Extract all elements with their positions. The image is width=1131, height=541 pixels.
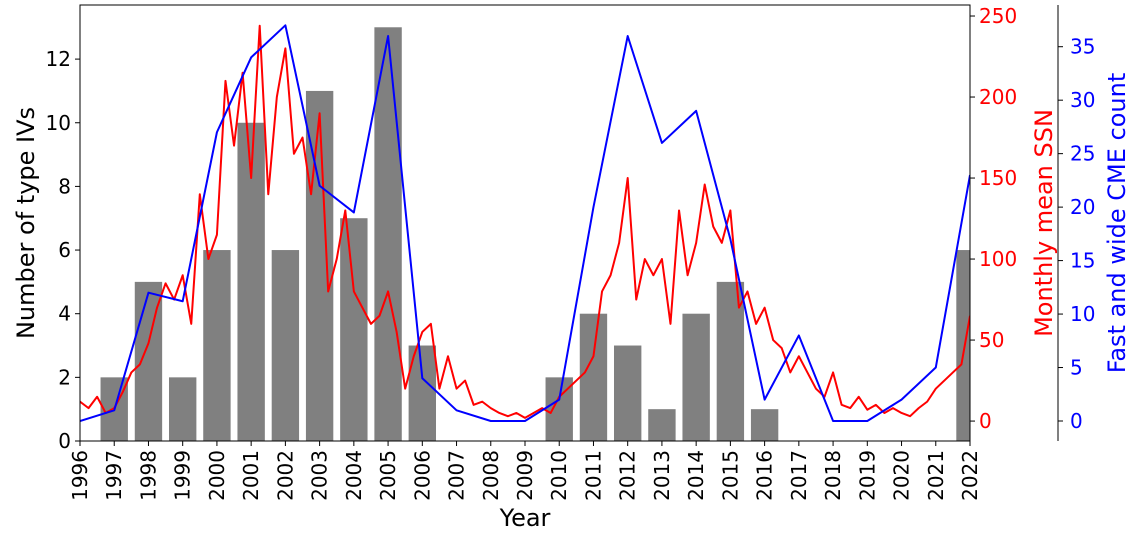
y3-tick-label: 25 — [1070, 142, 1095, 166]
bar — [271, 250, 300, 441]
x-tick-label: 2006 — [410, 450, 434, 501]
x-tick-label: 2001 — [239, 450, 263, 501]
y-tick-label: 12 — [46, 47, 71, 71]
x-tick-label: 1999 — [171, 450, 195, 501]
y-tick-label: 6 — [58, 238, 71, 262]
y-axis-label: Number of type IVs — [12, 107, 40, 339]
x-tick-label: 2007 — [445, 450, 469, 501]
x-axis-label: Year — [499, 504, 551, 532]
x-tick-label: 2003 — [308, 450, 332, 501]
x-tick-label: 2010 — [547, 450, 571, 501]
x-tick-label: 1997 — [102, 450, 126, 501]
x-tick-label: 2005 — [376, 450, 400, 501]
bar — [648, 409, 676, 441]
y-tick-label: 4 — [58, 302, 71, 326]
line — [80, 24, 970, 422]
y2-tick-label: 50 — [979, 328, 1004, 352]
y2-axis-label: Monthly mean SSN — [1030, 109, 1058, 337]
x-tick-label: 2019 — [855, 450, 879, 501]
bar — [374, 27, 402, 441]
bar — [956, 250, 970, 441]
y2-tick-label: 200 — [979, 85, 1017, 109]
y3-tick-label: 0 — [1070, 409, 1083, 433]
y3-tick-label: 30 — [1070, 88, 1095, 112]
y2-tick-label: 150 — [979, 166, 1017, 190]
x-tick-label: 2022 — [958, 450, 982, 501]
bar — [340, 218, 368, 441]
x-tick-label: 2014 — [684, 450, 708, 501]
x-tick-label: 2018 — [821, 450, 845, 501]
bar — [750, 409, 779, 441]
x-tick-label: 2021 — [924, 450, 948, 501]
y2-tick-label: 250 — [979, 4, 1017, 28]
bar — [305, 90, 334, 441]
x-tick-label: 2011 — [581, 450, 605, 501]
x-tick-label: 2013 — [650, 450, 674, 501]
y2-tick-label: 100 — [979, 247, 1017, 271]
x-tick-label: 2004 — [342, 450, 366, 501]
y3-tick-label: 15 — [1070, 249, 1095, 273]
y3-tick-label: 5 — [1070, 356, 1083, 380]
x-tick-label: 1996 — [68, 450, 92, 501]
bar — [682, 313, 710, 441]
bar — [203, 250, 231, 441]
y3-tick-label: 10 — [1070, 302, 1095, 326]
plot-area — [80, 24, 970, 441]
y2-tick-label: 0 — [979, 409, 992, 433]
x-tick-label: 2020 — [890, 450, 914, 501]
y3-tick-label: 20 — [1070, 195, 1095, 219]
x-tick-label: 2009 — [513, 450, 537, 501]
bar — [169, 377, 197, 441]
x-tick-label: 2017 — [787, 450, 811, 501]
bar — [579, 313, 608, 441]
x-tick-label: 2015 — [718, 450, 742, 501]
x-tick-label: 2012 — [616, 450, 640, 501]
x-tick-label: 2002 — [273, 450, 297, 501]
y-tick-label: 0 — [58, 429, 71, 453]
y-tick-label: 10 — [46, 111, 71, 135]
y3-tick-label: 35 — [1070, 35, 1095, 59]
x-tick-label: 1998 — [136, 450, 160, 501]
x-tick-label: 2008 — [479, 450, 503, 501]
y3-axis-label: Fast and wide CME count — [1103, 73, 1131, 374]
x-tick-label: 2000 — [205, 450, 229, 501]
y-tick-label: 8 — [58, 174, 71, 198]
x-tick-label: 2016 — [753, 450, 777, 501]
y-tick-label: 2 — [58, 365, 71, 389]
bar — [614, 345, 642, 441]
